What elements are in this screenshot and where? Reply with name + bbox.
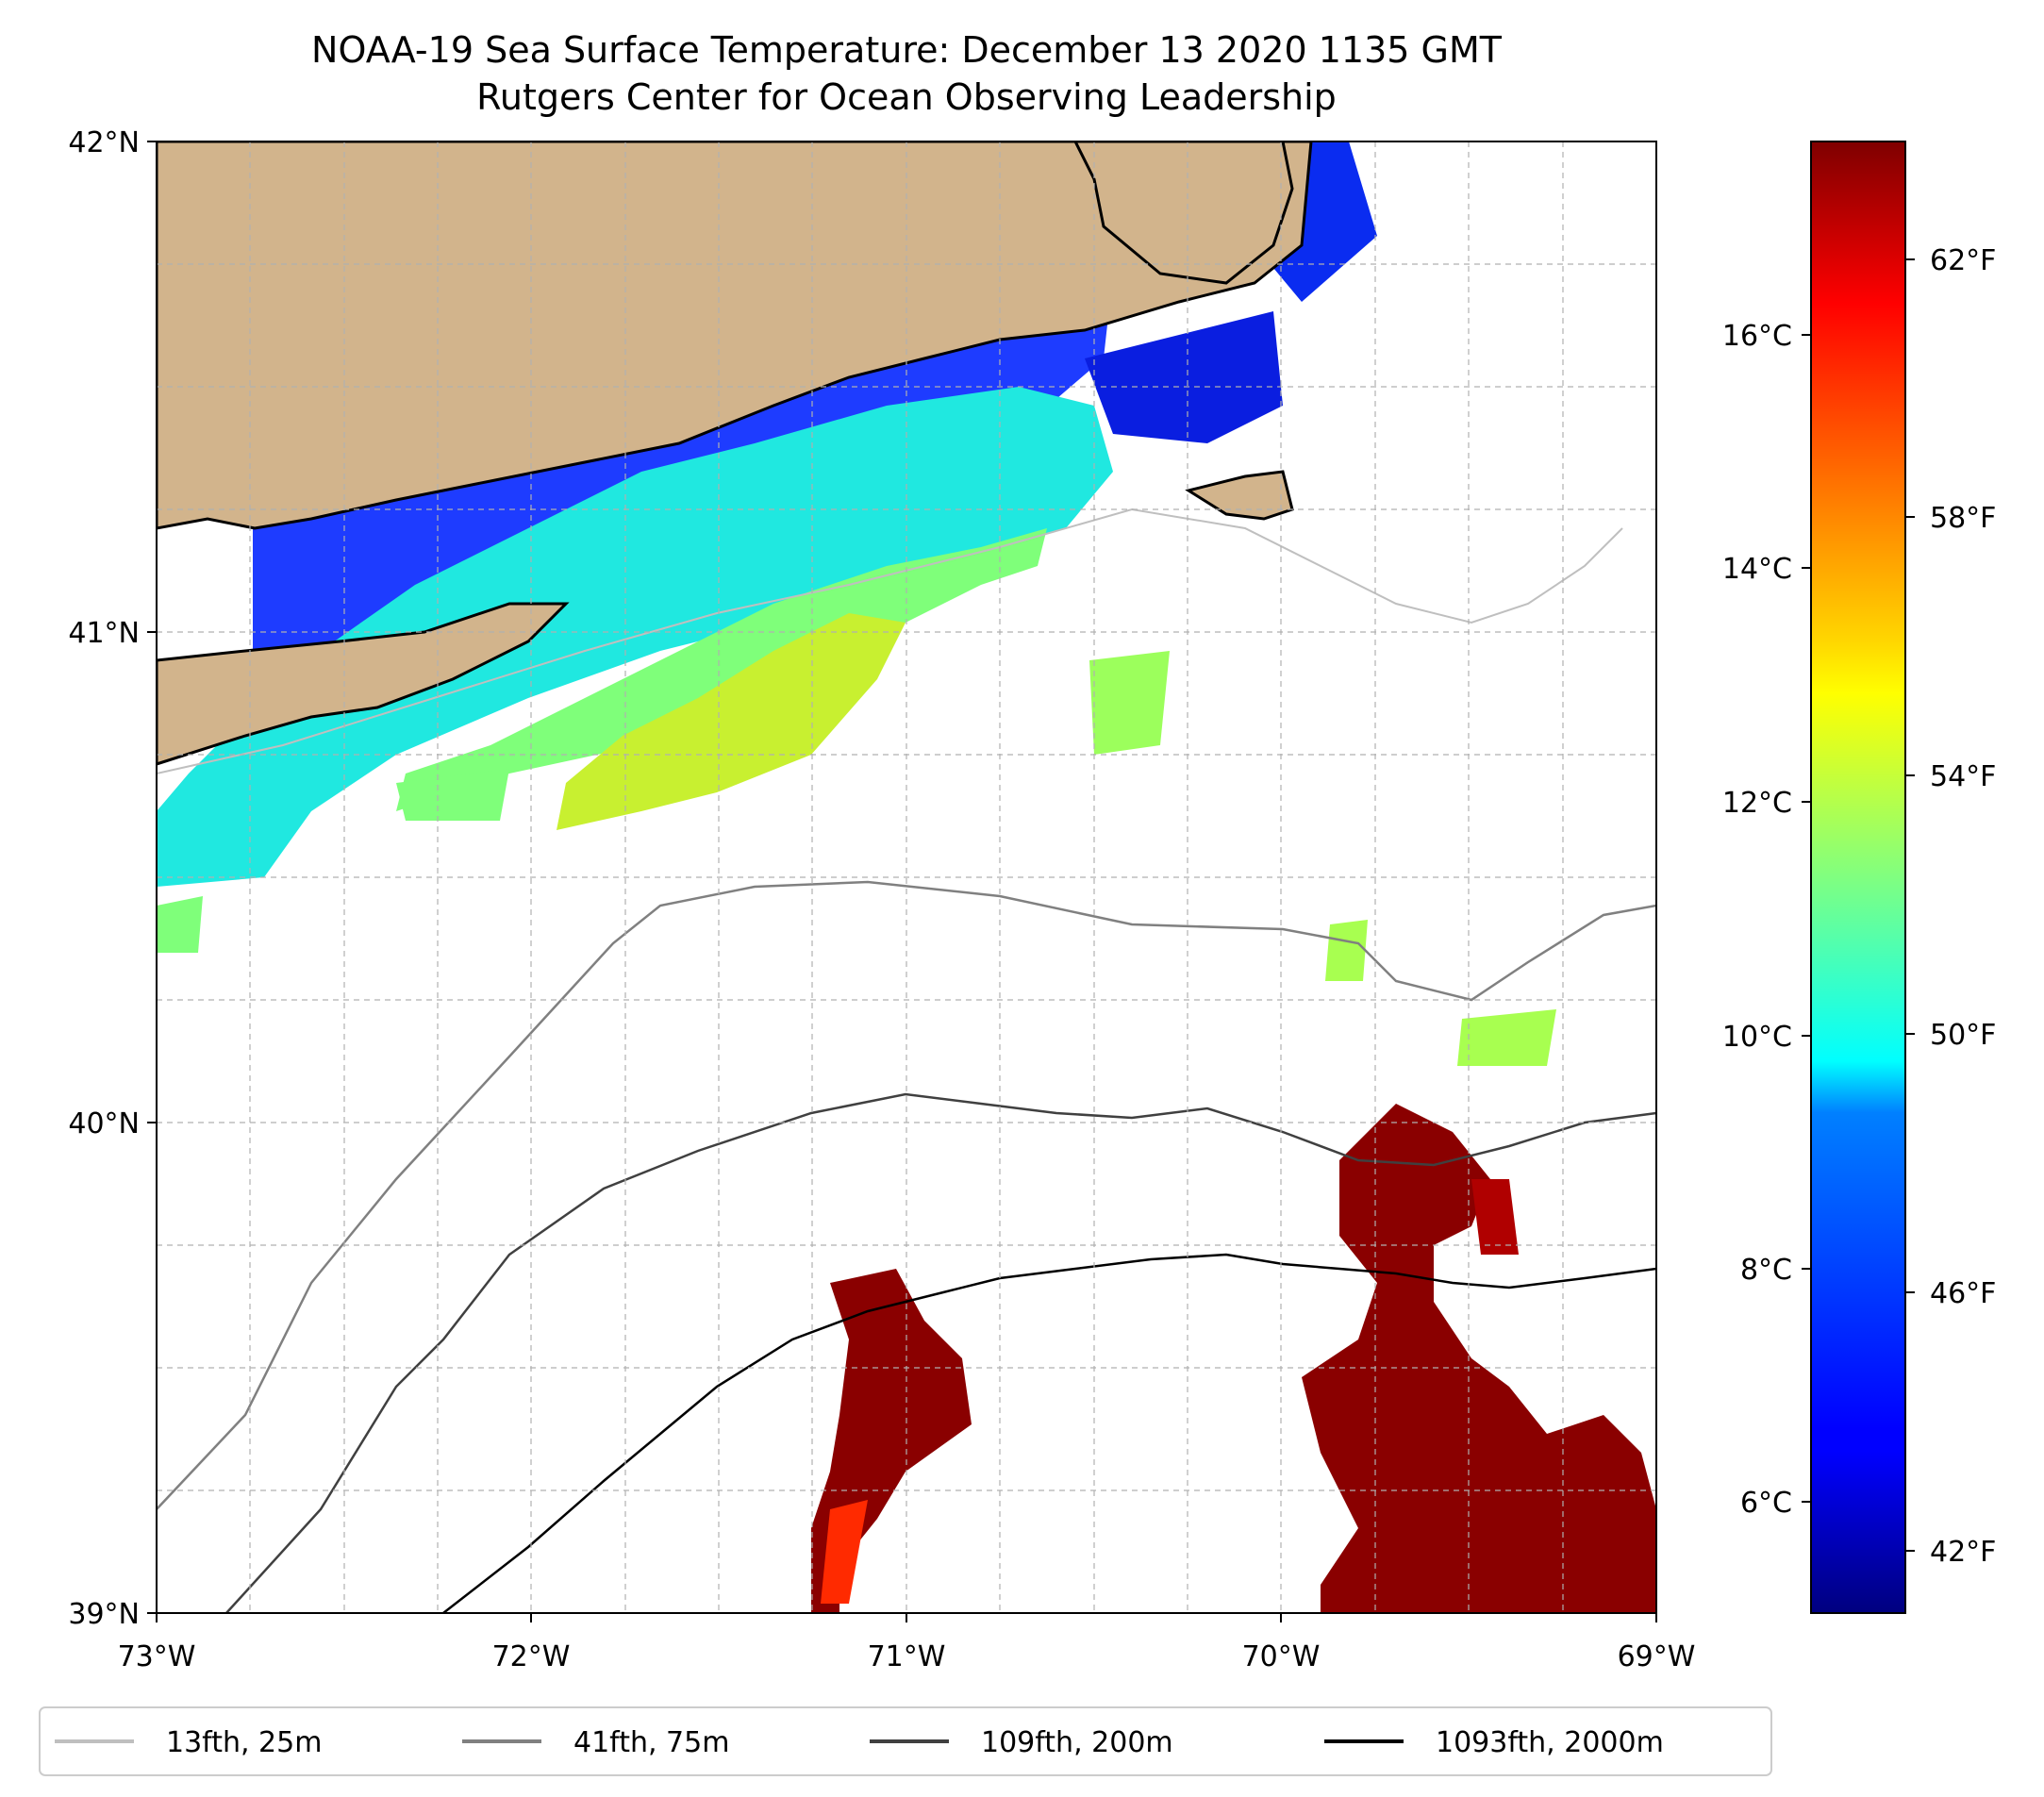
map-gridlines [157,141,1656,1613]
sst-patch-yellow-green [557,613,906,830]
map-subtitle: Rutgers Center for Ocean Observing Leade… [476,76,1337,118]
land-mass-cape [1073,141,1294,285]
colorbar [1810,141,1906,1614]
fahrenheit-tick-42: 42°F [1930,1536,1996,1569]
long-island [157,602,570,766]
fahrenheit-tick-58: 58°F [1930,502,1996,535]
sst-patch-small-2 [1325,920,1368,981]
celsius-tick-8: 8°C [1740,1254,1792,1287]
celsius-tick-12: 12°C [1722,787,1792,820]
contour-75m [157,880,1656,1510]
celsius-tick-10: 10°C [1722,1021,1792,1054]
celsius-tick-6: 6°C [1740,1487,1792,1520]
legend-label-75m: 41fth, 75m [573,1726,729,1759]
sst-patch-shelf-green [396,528,1047,811]
sst-patch-nantucket-cold [1085,311,1283,443]
sst-patch-warm-east-2 [1471,1179,1519,1255]
sst-patch-small-5 [157,896,203,953]
lat-tick-42n: 42°N [68,126,140,159]
land-mass [157,141,1313,530]
contour-2000m [442,1253,1656,1613]
lon-tick-69w: 69°W [1618,1640,1696,1673]
fahrenheit-tick-46: 46°F [1930,1277,1996,1310]
contour-legend: 13fth, 25m 41fth, 75m 109fth, 200m 1093f… [39,1706,1772,1776]
fahrenheit-tick-54: 54°F [1930,760,1996,793]
sst-patch-small-3 [1457,1009,1556,1066]
sst-patch-warm-edge [821,1500,868,1604]
legend-label-200m: 109fth, 200m [981,1726,1173,1759]
lat-tick-41n: 41°N [68,617,140,650]
fahrenheit-tick-62: 62°F [1930,244,1996,277]
axis-ticks [147,141,1657,1622]
lon-tick-71w: 71°W [868,1640,946,1673]
map-area [157,141,1656,1613]
lat-tick-39n: 39°N [68,1598,140,1631]
lon-tick-72w: 72°W [492,1640,571,1673]
sst-patch-small-4 [396,769,509,821]
lat-tick-40n: 40°N [68,1107,140,1140]
sst-patch-small-1 [1089,651,1170,755]
lon-tick-73w: 73°W [118,1640,196,1673]
sst-patch-warm-east [1302,1104,1656,1613]
map-title: NOAA-19 Sea Surface Temperature: Decembe… [311,29,1503,71]
celsius-tick-14: 14°C [1722,553,1792,586]
fahrenheit-tick-50: 50°F [1930,1019,1996,1052]
lon-tick-70w: 70°W [1242,1640,1321,1673]
legend-label-25m: 13fth, 25m [166,1726,322,1759]
legend-label-2000m: 1093fth, 2000m [1436,1726,1664,1759]
celsius-tick-16: 16°C [1722,320,1792,353]
colorbar-ticks [1802,258,1915,1552]
contour-200m [225,1092,1656,1613]
